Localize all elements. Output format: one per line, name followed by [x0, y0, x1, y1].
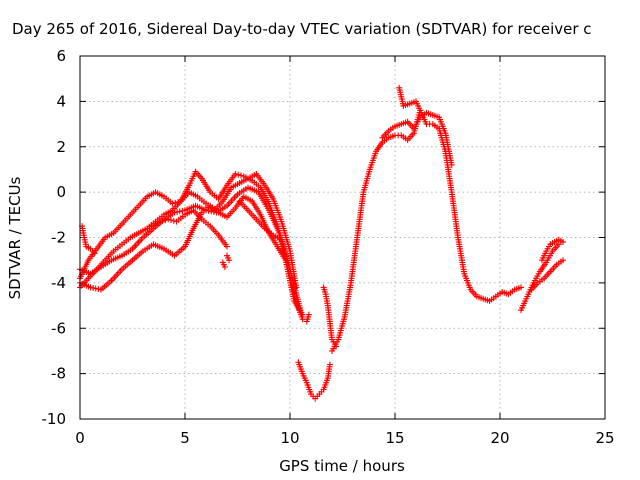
data-point: [175, 198, 181, 205]
data-point: [179, 207, 186, 214]
grid: [80, 56, 605, 419]
data-point: [232, 170, 239, 177]
x-tick-label: 15: [385, 429, 404, 447]
series-late-a: [518, 241, 562, 314]
data-point: [326, 361, 333, 368]
y-tick-label: -10: [42, 410, 67, 428]
series-spike: [396, 84, 424, 114]
y-tick-label: -2: [51, 229, 66, 247]
y-axis-label: SDTVAR / TECUs: [6, 176, 24, 299]
data-point: [95, 286, 102, 293]
series-track-f: [236, 198, 285, 243]
y-tick-label: 2: [56, 138, 66, 156]
data-point: [176, 208, 183, 215]
x-tick-label: 25: [595, 429, 614, 447]
data-point: [448, 161, 455, 168]
data-point: [224, 243, 230, 250]
series-rise: [329, 107, 524, 354]
x-axis-label: GPS time / hours: [279, 457, 405, 475]
data-point: [90, 284, 97, 291]
data-point: [208, 208, 215, 215]
data-point: [159, 217, 166, 224]
y-tick-label: -8: [51, 365, 66, 383]
data-points: [77, 84, 566, 402]
data-point: [238, 172, 244, 179]
chart-title: Day 265 of 2016, Sidereal Day-to-day VTE…: [12, 20, 592, 38]
data-point: [560, 239, 566, 246]
data-point: [165, 216, 172, 223]
data-point: [170, 217, 177, 224]
y-tick-label: -6: [51, 319, 66, 337]
data-point: [417, 107, 424, 114]
series-track-e: [148, 207, 230, 250]
y-tick-label: 4: [56, 92, 66, 110]
series-late-b: [528, 257, 566, 293]
data-point: [92, 285, 99, 292]
series-late-c: [539, 236, 566, 264]
data-point: [169, 200, 176, 207]
series-track-g: [79, 223, 98, 257]
data-point: [171, 209, 178, 216]
data-point: [560, 257, 566, 264]
y-tick-label: -4: [51, 274, 66, 292]
y-tick-label: 0: [56, 183, 66, 201]
data-point: [91, 250, 98, 257]
x-tick-label: 0: [75, 429, 85, 447]
series-night-dip: [295, 359, 333, 402]
series-track-d: [77, 193, 306, 323]
data-point: [168, 217, 174, 224]
data-point: [226, 257, 233, 264]
data-point: [87, 284, 94, 291]
data-point: [518, 284, 524, 291]
series-sparse: [219, 252, 340, 350]
plot-frame: [79, 55, 606, 420]
data-point: [174, 208, 181, 215]
data-point: [278, 236, 285, 243]
series-rise-2: [379, 109, 455, 168]
data-point: [156, 218, 163, 225]
x-tick-label: 10: [280, 429, 299, 447]
x-tick-label: 20: [490, 429, 509, 447]
data-point: [162, 217, 169, 224]
data-point: [221, 263, 228, 270]
data-point: [305, 311, 312, 318]
x-tick-label: 5: [180, 429, 190, 447]
axis-ticks: 0 5 10 15 20 25 -10 -8 -6 -4 -2 0 2 4 6: [42, 47, 615, 447]
data-point: [235, 171, 242, 178]
y-tick-label: 6: [56, 47, 66, 65]
